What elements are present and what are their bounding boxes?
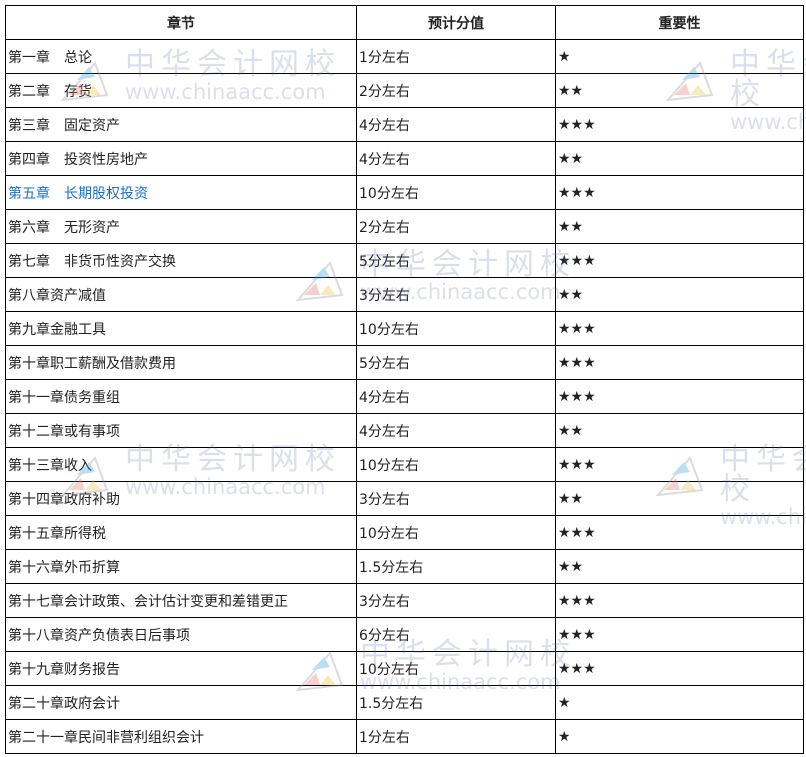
table-row: 第十五章所得税 10分左右 ★★★ bbox=[5, 515, 804, 550]
importance-cell: ★★★ bbox=[555, 311, 804, 346]
score-cell: 4分左右 bbox=[356, 107, 556, 142]
score-cell: 2分左右 bbox=[356, 73, 556, 108]
table-row: 第二十一章民间非营利组织会计 1分左右 ★ bbox=[5, 719, 804, 754]
score-cell: 2分左右 bbox=[356, 209, 556, 244]
chapter-cell[interactable]: 第五章 长期股权投资 bbox=[5, 175, 357, 210]
chapter-cell: 第七章 非货币性资产交换 bbox=[5, 243, 357, 278]
table-row: 第八章资产减值 3分左右 ★★ bbox=[5, 277, 804, 312]
chapter-cell: 第二章 存货 bbox=[5, 73, 357, 108]
table-row: 第二十章政府会计 1.5分左右 ★ bbox=[5, 685, 804, 720]
table-row: 第十章职工薪酬及借款费用 5分左右 ★★★ bbox=[5, 345, 804, 380]
table-header-row: 章节 预计分值 重要性 bbox=[5, 5, 804, 40]
table-row: 第十六章外币折算 1.5分左右 ★★ bbox=[5, 549, 804, 584]
importance-cell: ★★ bbox=[555, 277, 804, 312]
score-cell: 4分左右 bbox=[356, 413, 556, 448]
header-chapter: 章节 bbox=[5, 5, 357, 40]
score-cell: 10分左右 bbox=[356, 651, 556, 686]
importance-cell: ★★★ bbox=[555, 583, 804, 618]
table-row: 第三章 固定资产 4分左右 ★★★ bbox=[5, 107, 804, 142]
table-row: 第十四章政府补助 3分左右 ★★ bbox=[5, 481, 804, 516]
importance-cell: ★★★ bbox=[555, 379, 804, 414]
table-row: 第二章 存货 2分左右 ★★ bbox=[5, 73, 804, 108]
chapter-cell: 第十七章会计政策、会计估计变更和差错更正 bbox=[5, 583, 357, 618]
importance-cell: ★★ bbox=[555, 141, 804, 176]
table-row: 第十九章财务报告 10分左右 ★★★ bbox=[5, 651, 804, 686]
chapter-cell: 第十三章收入 bbox=[5, 447, 357, 482]
table-row: 第七章 非货币性资产交换 5分左右 ★★★ bbox=[5, 243, 804, 278]
chapter-cell: 第十四章政府补助 bbox=[5, 481, 357, 516]
importance-cell: ★★★ bbox=[555, 243, 804, 278]
score-cell: 6分左右 bbox=[356, 617, 556, 652]
table-row: 第五章 长期股权投资 10分左右 ★★★ bbox=[5, 175, 804, 210]
importance-cell: ★★★ bbox=[555, 107, 804, 142]
table-row: 第十三章收入 10分左右 ★★★ bbox=[5, 447, 804, 482]
importance-cell: ★★★ bbox=[555, 345, 804, 380]
importance-cell: ★★★ bbox=[555, 447, 804, 482]
chapter-cell: 第十章职工薪酬及借款费用 bbox=[5, 345, 357, 380]
importance-cell: ★★★ bbox=[555, 515, 804, 550]
importance-cell: ★★ bbox=[555, 209, 804, 244]
table-row: 第十七章会计政策、会计估计变更和差错更正 3分左右 ★★★ bbox=[5, 583, 804, 618]
chapter-cell: 第三章 固定资产 bbox=[5, 107, 357, 142]
importance-cell: ★★ bbox=[555, 73, 804, 108]
importance-cell: ★★★ bbox=[555, 617, 804, 652]
chapter-cell: 第八章资产减值 bbox=[5, 277, 357, 312]
chapter-cell: 第二十章政府会计 bbox=[5, 685, 357, 720]
table-row: 第九章金融工具 10分左右 ★★★ bbox=[5, 311, 804, 346]
table-row: 第一章 总论 1分左右 ★ bbox=[5, 39, 804, 74]
chapter-cell: 第十六章外币折算 bbox=[5, 549, 357, 584]
header-importance: 重要性 bbox=[555, 5, 804, 40]
score-cell: 10分左右 bbox=[356, 175, 556, 210]
score-cell: 1.5分左右 bbox=[356, 685, 556, 720]
table-row: 第十八章资产负债表日后事项 6分左右 ★★★ bbox=[5, 617, 804, 652]
score-cell: 5分左右 bbox=[356, 243, 556, 278]
score-cell: 3分左右 bbox=[356, 481, 556, 516]
chapter-cell: 第十五章所得税 bbox=[5, 515, 357, 550]
table-row: 第四章 投资性房地产 4分左右 ★★ bbox=[5, 141, 804, 176]
table-row: 第十二章或有事项 4分左右 ★★ bbox=[5, 413, 804, 448]
importance-cell: ★★★ bbox=[555, 651, 804, 686]
score-cell: 10分左右 bbox=[356, 311, 556, 346]
chapter-cell: 第十二章或有事项 bbox=[5, 413, 357, 448]
header-score: 预计分值 bbox=[356, 5, 556, 40]
score-cell: 10分左右 bbox=[356, 515, 556, 550]
importance-cell: ★★ bbox=[555, 549, 804, 584]
score-cell: 1分左右 bbox=[356, 719, 556, 754]
chapter-cell: 第四章 投资性房地产 bbox=[5, 141, 357, 176]
chapter-cell: 第二十一章民间非营利组织会计 bbox=[5, 719, 357, 754]
score-cell: 10分左右 bbox=[356, 447, 556, 482]
importance-cell: ★ bbox=[555, 685, 804, 720]
score-cell: 3分左右 bbox=[356, 583, 556, 618]
score-cell: 4分左右 bbox=[356, 141, 556, 176]
table-row: 第六章 无形资产 2分左右 ★★ bbox=[5, 209, 804, 244]
chapter-cell: 第六章 无形资产 bbox=[5, 209, 357, 244]
score-cell: 5分左右 bbox=[356, 345, 556, 380]
score-cell: 3分左右 bbox=[356, 277, 556, 312]
importance-cell: ★★ bbox=[555, 413, 804, 448]
score-cell: 1.5分左右 bbox=[356, 549, 556, 584]
importance-cell: ★★ bbox=[555, 481, 804, 516]
score-cell: 4分左右 bbox=[356, 379, 556, 414]
chapter-score-table: 章节 预计分值 重要性 第一章 总论 1分左右 ★ 第二章 存货 2分左右 ★★ 第三章 固… bbox=[5, 5, 804, 754]
chapter-cell: 第十一章债务重组 bbox=[5, 379, 357, 414]
importance-cell: ★ bbox=[555, 39, 804, 74]
score-cell: 1分左右 bbox=[356, 39, 556, 74]
chapter-cell: 第十八章资产负债表日后事项 bbox=[5, 617, 357, 652]
chapter-cell: 第九章金融工具 bbox=[5, 311, 357, 346]
chapter-cell: 第一章 总论 bbox=[5, 39, 357, 74]
table-row: 第十一章债务重组 4分左右 ★★★ bbox=[5, 379, 804, 414]
chapter-cell: 第十九章财务报告 bbox=[5, 651, 357, 686]
importance-cell: ★★★ bbox=[555, 175, 804, 210]
importance-cell: ★ bbox=[555, 719, 804, 754]
